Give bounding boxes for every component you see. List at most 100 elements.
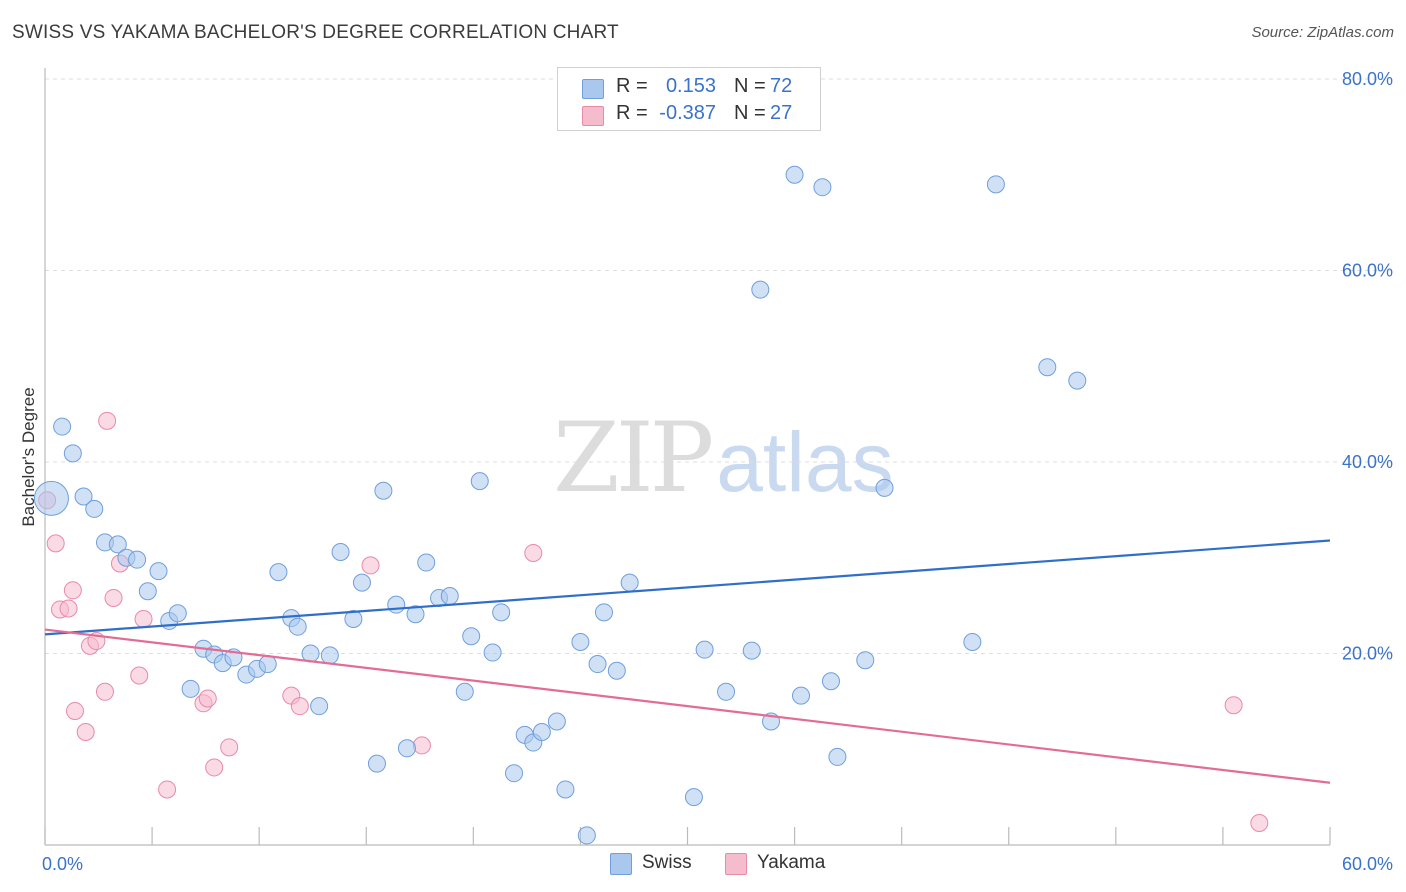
swiss-point xyxy=(963,633,982,652)
swiss-point xyxy=(470,472,489,491)
swiss-points xyxy=(33,165,1087,845)
swiss-point xyxy=(875,478,894,497)
y-tick-label: 40.0% xyxy=(1342,452,1393,472)
legend-item-yakama: Yakama xyxy=(725,852,845,876)
swiss-trend-line xyxy=(44,539,1331,636)
swiss-point xyxy=(352,573,371,592)
r-label: R = xyxy=(616,102,648,124)
source-label: Source: ZipAtlas.com xyxy=(1251,24,1394,41)
yakama-point xyxy=(59,599,78,618)
swiss-point xyxy=(556,780,575,799)
yakama-point xyxy=(134,610,153,629)
swiss-point xyxy=(367,754,386,773)
swiss-point xyxy=(813,178,832,197)
swiss-point xyxy=(53,417,72,436)
swiss-point xyxy=(387,595,406,614)
yakama-point xyxy=(412,736,431,755)
y-tick-label: 80.0% xyxy=(1342,69,1393,89)
x-tick-label: 60.0% xyxy=(1342,854,1393,874)
swiss-point xyxy=(440,587,459,606)
yakama-point xyxy=(76,723,95,742)
swiss-point xyxy=(505,764,524,783)
swiss-point xyxy=(288,617,307,636)
y-tick-label: 60.0% xyxy=(1342,261,1393,281)
swiss-point xyxy=(63,444,82,463)
swiss-point xyxy=(492,603,511,622)
y-tick-label: 20.0% xyxy=(1342,644,1393,664)
r-label: R = xyxy=(616,75,648,97)
swiss-point xyxy=(751,280,770,299)
swiss-point xyxy=(594,603,613,622)
chart-title: SWISS VS YAKAMA BACHELOR'S DEGREE CORREL… xyxy=(12,22,619,43)
n-label: N = xyxy=(734,75,766,97)
swiss-point xyxy=(455,682,474,701)
yakama-point xyxy=(220,738,239,757)
yakama-point xyxy=(1250,813,1269,832)
swiss-point xyxy=(269,563,288,582)
yakama-point xyxy=(361,556,380,575)
swiss-point xyxy=(149,562,168,581)
swiss-point xyxy=(742,641,761,660)
swiss-point xyxy=(108,535,127,554)
swiss-point xyxy=(588,655,607,674)
swiss-point xyxy=(986,175,1005,194)
swiss-point xyxy=(85,499,104,518)
swiss-point xyxy=(320,646,339,665)
yakama-trend-line xyxy=(44,628,1331,784)
yakama-point xyxy=(524,543,543,562)
swiss-point xyxy=(792,686,811,705)
legend-item-swiss: Swiss xyxy=(610,852,720,876)
yakama-point xyxy=(290,697,309,716)
yakama-point xyxy=(46,534,65,553)
swiss-point xyxy=(620,573,639,592)
yakama-point xyxy=(65,701,84,720)
swiss-point xyxy=(74,487,93,506)
legend-label-swiss: Swiss xyxy=(642,852,692,873)
n-value: 72 xyxy=(770,75,793,97)
yakama-point xyxy=(98,411,117,430)
swiss-point xyxy=(258,655,277,674)
n-label: N = xyxy=(734,102,766,124)
yakama-swatch xyxy=(725,853,747,875)
swiss-point xyxy=(607,661,626,680)
swiss-point xyxy=(128,550,147,569)
y-axis-label: Bachelor's Degree xyxy=(19,387,38,526)
swiss-point xyxy=(828,747,847,766)
r-value: -0.387 xyxy=(659,102,716,124)
yakama-point xyxy=(104,588,123,607)
legend-label-yakama: Yakama xyxy=(757,852,826,873)
swiss-point xyxy=(406,605,425,624)
swiss-point xyxy=(785,165,804,184)
yakama-point xyxy=(158,780,177,799)
swiss-point xyxy=(374,481,393,500)
trend-layer xyxy=(44,539,1331,784)
swiss-point xyxy=(547,712,566,731)
watermark-zip: ZIP xyxy=(553,402,714,514)
swiss-point xyxy=(532,723,551,742)
swiss-point xyxy=(821,672,840,691)
correlation-legend: R = 0.153 N = 72 R = -0.387 N = 27 xyxy=(557,67,821,131)
swiss-point xyxy=(483,643,502,662)
swiss-point xyxy=(684,788,703,807)
label-layer: 20.0% 40.0% 60.0% 80.0% 0.0% 60.0% Bachelor's … xyxy=(19,69,1393,874)
yakama-point xyxy=(1224,696,1243,715)
yakama-point xyxy=(63,581,82,600)
swiss-point xyxy=(310,697,329,716)
yakama-point xyxy=(198,689,217,708)
swiss-point xyxy=(397,739,416,758)
r-value: 0.153 xyxy=(665,75,716,97)
yakama-point xyxy=(130,666,149,685)
x-tick-label: 0.0% xyxy=(42,854,83,874)
swiss-point xyxy=(856,651,875,670)
yakama-point xyxy=(95,682,114,701)
swiss-swatch xyxy=(610,853,632,875)
yakama-point xyxy=(205,758,224,777)
swiss-point xyxy=(344,610,363,629)
swiss-point xyxy=(181,679,200,698)
swiss-point xyxy=(695,640,714,659)
swiss-point xyxy=(577,826,596,845)
n-value: 27 xyxy=(770,102,793,124)
swiss-point xyxy=(138,582,157,601)
swiss-point xyxy=(331,543,350,562)
